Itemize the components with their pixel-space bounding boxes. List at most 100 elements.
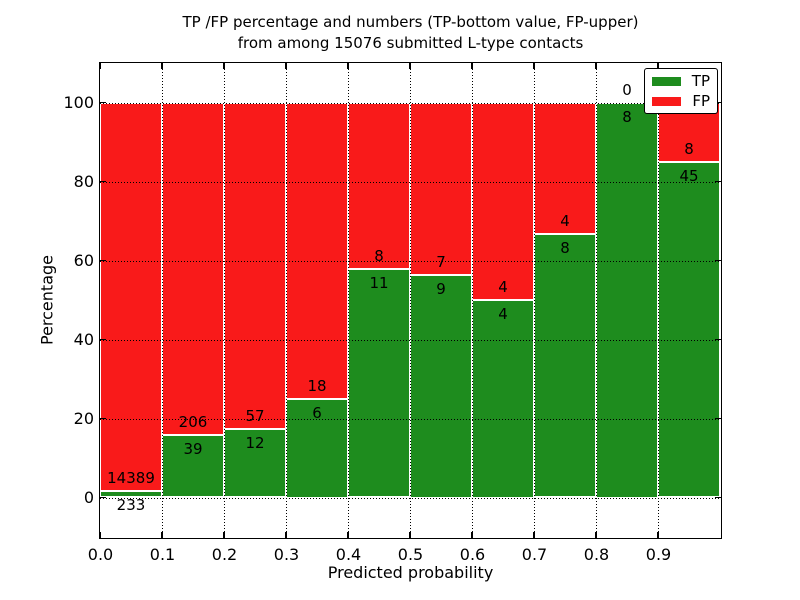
- bar-fp-count-label: 8: [374, 246, 384, 265]
- bar-tp-segment: [162, 434, 224, 498]
- x-tick-label: 0.5: [397, 545, 424, 564]
- bar-fp-count-label: 4: [498, 278, 508, 296]
- x-tick-label: 0.8: [583, 545, 610, 564]
- v-gridline: [472, 63, 473, 538]
- v-gridline: [224, 63, 225, 538]
- x-tick-label: 0.9: [645, 545, 672, 564]
- bar-tp-segment: [596, 102, 658, 498]
- x-tick-top: [471, 63, 473, 69]
- y-tick-left: [100, 101, 106, 104]
- x-tick-bottom: [223, 532, 225, 538]
- bar-tp-count-label: 9: [436, 280, 446, 299]
- v-gridline: [162, 63, 163, 538]
- y-tick-right: [715, 180, 721, 183]
- bar-tp-count-label: 8: [560, 239, 570, 258]
- y-tick-right: [715, 417, 721, 420]
- v-gridline: [410, 63, 411, 538]
- bar-fp-segment: [472, 102, 534, 300]
- bar-tp-segment: [472, 300, 534, 498]
- x-tick-bottom: [409, 532, 411, 538]
- x-tick-top: [409, 63, 411, 69]
- x-tick-top: [533, 63, 535, 69]
- y-tick-right: [715, 259, 721, 262]
- v-gridline: [658, 63, 659, 538]
- x-tick-top: [285, 63, 287, 69]
- v-gridline: [596, 63, 597, 538]
- bar-tp-count-label: 6: [312, 403, 322, 422]
- x-tick-top: [161, 63, 163, 69]
- x-tick-label: 0.1: [149, 545, 176, 564]
- bar-tp-count-label: 39: [183, 439, 203, 458]
- y-tick-right: [715, 496, 721, 499]
- y-tick-label: 60: [73, 251, 94, 270]
- bar-fp-count-label: 57: [245, 406, 265, 425]
- bar-fp-segment: [224, 102, 286, 429]
- bar-tp-segment: [534, 234, 596, 498]
- plot-area: TP FP 14389 233 206 39 57 12 18 6 8 11 7 9 4 4 4 8 0 8 8 45: [99, 62, 722, 539]
- x-tick-bottom: [161, 532, 163, 538]
- bar-tp-count-label: 12: [245, 433, 265, 452]
- bar-tp-count-label: 4: [498, 305, 508, 323]
- y-tick-right: [715, 338, 721, 341]
- legend-row-fp: FP: [652, 91, 710, 110]
- v-gridline: [534, 63, 535, 538]
- x-tick-top: [595, 63, 597, 69]
- x-tick-bottom: [533, 532, 535, 538]
- legend-tp-swatch-icon: [652, 76, 681, 86]
- legend-label: FP: [692, 91, 710, 110]
- y-tick-left: [100, 496, 106, 499]
- x-tick-label: 0.4: [335, 545, 362, 564]
- bar-fp-count-label: 8: [684, 140, 694, 159]
- y-tick-label: 20: [73, 409, 94, 428]
- bar-tp-count-label: 45: [679, 167, 699, 186]
- x-tick-bottom: [657, 532, 659, 538]
- v-gridline: [348, 63, 349, 538]
- x-tick-top: [657, 63, 659, 69]
- x-tick-bottom: [285, 532, 287, 538]
- bar-tp-segment: [100, 491, 162, 498]
- legend-row-tp: TP: [652, 71, 710, 90]
- y-tick-left: [100, 180, 106, 183]
- bar-fp-count-label: 18: [307, 376, 327, 395]
- x-tick-label: 0.0: [87, 545, 114, 564]
- x-tick-bottom: [471, 532, 473, 538]
- bar-fp-segment: [100, 102, 162, 492]
- bar-fp-count-label: 4: [560, 212, 570, 231]
- bar-tp-count-label: 8: [622, 107, 632, 126]
- y-tick-right: [715, 101, 721, 104]
- bar-tp-segment: [410, 275, 472, 498]
- bar-fp-count-label: 0: [622, 80, 632, 99]
- y-tick-label: 100: [63, 93, 94, 112]
- x-tick-label: 0.2: [211, 545, 238, 564]
- x-tick-bottom: [99, 532, 101, 538]
- x-tick-label: 0.3: [273, 545, 300, 564]
- y-axis-label: Percentage: [37, 254, 57, 346]
- bar-tp-segment: [286, 398, 348, 498]
- y-tick-left: [100, 259, 106, 262]
- bar-tp-segment: [658, 162, 720, 498]
- chart-title: TP /FP percentage and numbers (TP-bottom…: [99, 12, 722, 54]
- bar-fp-segment: [534, 102, 596, 235]
- legend-label: TP: [691, 71, 710, 90]
- x-tick-bottom: [595, 532, 597, 538]
- bar-tp-segment: [348, 268, 410, 498]
- x-tick-bottom: [347, 532, 349, 538]
- x-tick-top: [99, 63, 101, 69]
- y-tick-label: 80: [73, 172, 94, 191]
- y-tick-left: [100, 417, 106, 420]
- v-gridline: [286, 63, 287, 538]
- y-tick-label: 0: [83, 488, 94, 507]
- chart-title-line1: TP /FP percentage and numbers (TP-bottom…: [182, 13, 639, 31]
- legend-fp-swatch-icon: [652, 96, 681, 106]
- chart-title-line2: from among 15076 submitted L-type contac…: [237, 34, 584, 52]
- x-axis-label: Predicted probability: [327, 563, 494, 582]
- x-tick-top: [347, 63, 349, 69]
- bar-fp-segment: [410, 102, 472, 276]
- x-tick-top: [223, 63, 225, 69]
- legend: TP FP: [644, 68, 718, 114]
- bar-fp-segment: [348, 102, 410, 269]
- x-tick-label: 0.6: [459, 545, 486, 564]
- bar-tp-count-label: 233: [116, 496, 146, 515]
- y-tick-label: 40: [73, 330, 94, 349]
